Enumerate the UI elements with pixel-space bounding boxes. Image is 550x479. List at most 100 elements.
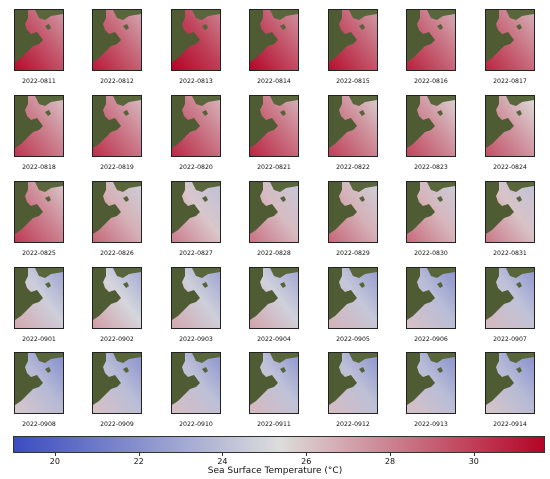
island [280,282,286,288]
land-area [93,268,121,320]
land-area [15,182,43,234]
island [437,367,443,373]
island [359,367,365,373]
land-area [93,353,121,405]
sst-map [249,95,299,157]
colorbar-tick-label: 30 [468,457,479,466]
map-grid: 2022-0811 2022-0812 2022-0813 2022-0814 2022… [0,0,549,428]
island [280,24,286,30]
map-svg [329,182,377,242]
panel-date: 2022-0828 [257,250,291,257]
map-panel: 2022-0821 [235,86,313,172]
map-panel: 2022-0827 [157,172,235,258]
island [359,110,365,116]
sst-map [249,181,299,243]
island [45,24,51,30]
island [202,24,208,30]
land-area [172,10,200,62]
land-area-north [427,268,455,278]
land-area-north [192,96,220,106]
map-panel: 2022-0829 [314,172,392,258]
map-panel: 2022-0815 [314,0,392,86]
land-area-north [35,268,63,278]
panel-date: 2022-0901 [22,336,56,343]
sst-map [485,352,535,414]
panel-date: 2022-0822 [336,164,370,171]
land-area-north [35,353,63,363]
map-svg [486,10,534,70]
panel-date: 2022-0913 [414,421,448,428]
map-svg [486,182,534,242]
panel-date: 2022-0829 [336,250,370,257]
map-panel: 2022-0813 [157,0,235,86]
sst-map [249,267,299,329]
sst-map [485,95,535,157]
map-svg [250,268,298,328]
sst-map [249,9,299,71]
map-panel: 2022-0818 [0,86,78,172]
panel-date: 2022-0904 [257,336,291,343]
sst-map [92,352,142,414]
land-area [486,10,514,62]
land-area [15,10,43,62]
map-svg [15,182,63,242]
sst-map [406,9,456,71]
map-svg [93,353,141,413]
sst-map [171,9,221,71]
sst-map [92,181,142,243]
island [280,110,286,116]
map-svg [172,353,220,413]
land-area-north [270,10,298,20]
land-area [407,182,435,234]
map-panel: 2022-0812 [78,0,156,86]
land-area-north [349,268,377,278]
land-area-north [349,10,377,20]
sst-map [171,95,221,157]
map-svg [329,353,377,413]
map-panel: 2022-0822 [314,86,392,172]
panel-date: 2022-0908 [22,421,56,428]
land-area-north [270,353,298,363]
panel-date: 2022-0826 [100,250,134,257]
sst-map [14,95,64,157]
map-svg [15,353,63,413]
land-area [250,268,278,320]
island [359,282,365,288]
map-panel: 2022-0907 [471,258,549,344]
land-area-north [113,96,141,106]
map-panel: 2022-0816 [392,0,470,86]
map-svg [172,182,220,242]
land-area-north [113,10,141,20]
map-svg [329,10,377,70]
map-svg [250,10,298,70]
land-area [172,353,200,405]
land-area-north [192,268,220,278]
map-svg [407,268,455,328]
island [280,367,286,373]
sst-map [171,267,221,329]
colorbar-tick [138,453,140,456]
island [516,24,522,30]
map-svg [15,268,63,328]
land-area [329,10,357,62]
panel-date: 2022-0815 [336,78,370,85]
land-area [329,182,357,234]
map-panel: 2022-0831 [471,172,549,258]
land-area [407,10,435,62]
island [280,196,286,202]
island [437,110,443,116]
land-area-north [506,353,534,363]
map-panel: 2022-0823 [392,86,470,172]
land-area-north [427,10,455,20]
land-area-north [427,182,455,192]
land-area [407,353,435,405]
island [202,282,208,288]
land-area-north [506,10,534,20]
map-panel: 2022-0825 [0,172,78,258]
map-svg [250,182,298,242]
sst-map [14,181,64,243]
island [123,110,129,116]
map-svg [407,182,455,242]
panel-date: 2022-0817 [493,78,527,85]
land-area [172,182,200,234]
